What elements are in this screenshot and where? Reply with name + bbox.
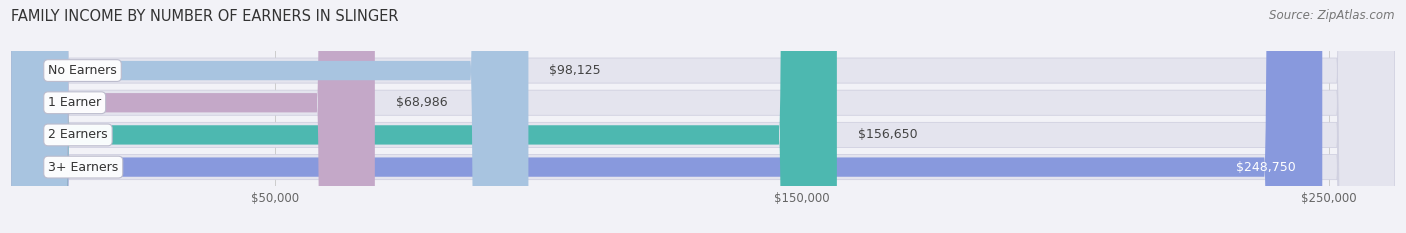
Text: FAMILY INCOME BY NUMBER OF EARNERS IN SLINGER: FAMILY INCOME BY NUMBER OF EARNERS IN SL… bbox=[11, 9, 399, 24]
Text: $248,750: $248,750 bbox=[1236, 161, 1296, 174]
FancyBboxPatch shape bbox=[11, 0, 1395, 233]
Text: $68,986: $68,986 bbox=[396, 96, 447, 109]
FancyBboxPatch shape bbox=[11, 0, 1395, 233]
FancyBboxPatch shape bbox=[11, 0, 837, 233]
Text: 1 Earner: 1 Earner bbox=[48, 96, 101, 109]
FancyBboxPatch shape bbox=[11, 0, 529, 233]
Text: $98,125: $98,125 bbox=[550, 64, 602, 77]
Text: $156,650: $156,650 bbox=[858, 128, 918, 141]
FancyBboxPatch shape bbox=[11, 0, 375, 233]
FancyBboxPatch shape bbox=[11, 0, 1395, 233]
FancyBboxPatch shape bbox=[11, 0, 1322, 233]
FancyBboxPatch shape bbox=[11, 0, 1395, 233]
Text: No Earners: No Earners bbox=[48, 64, 117, 77]
Text: Source: ZipAtlas.com: Source: ZipAtlas.com bbox=[1270, 9, 1395, 22]
Text: 2 Earners: 2 Earners bbox=[48, 128, 108, 141]
Text: 3+ Earners: 3+ Earners bbox=[48, 161, 118, 174]
